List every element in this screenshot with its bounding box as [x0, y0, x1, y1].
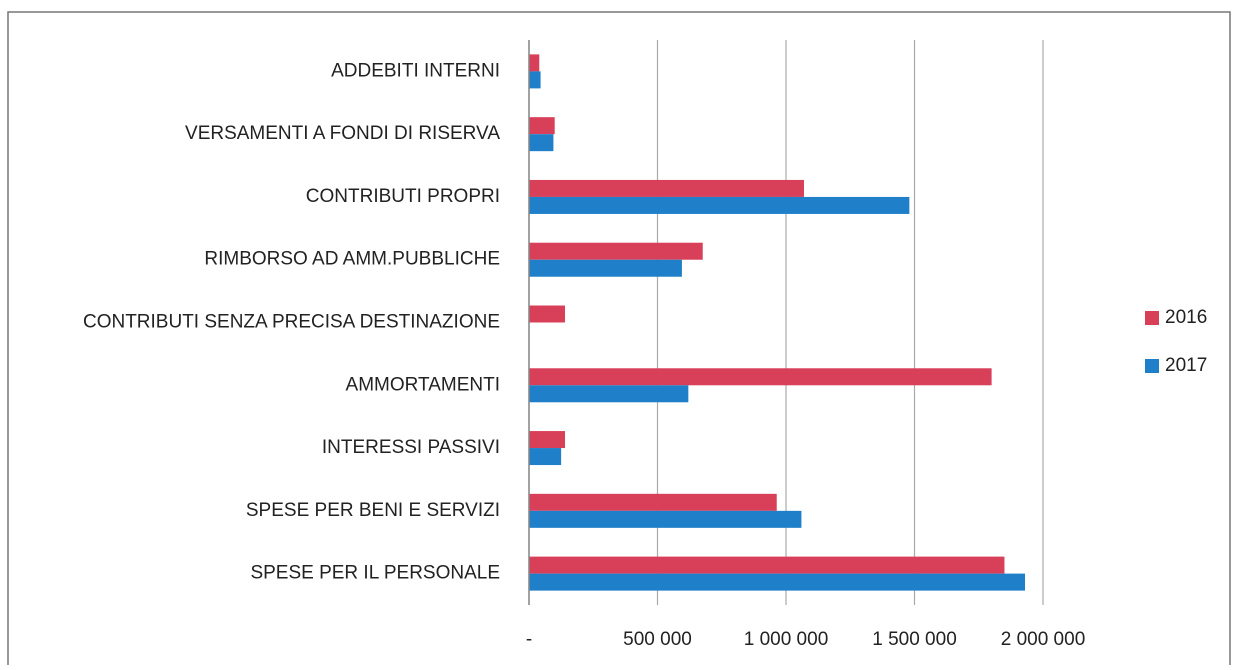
y-tick-label: ADDEBITI INTERNI [331, 60, 500, 81]
bar [529, 117, 555, 135]
bar [529, 305, 565, 323]
x-tick-label: 500 000 [623, 629, 692, 650]
bar [529, 448, 562, 466]
bar [529, 134, 554, 152]
y-tick-label: RIMBORSO AD AMM.PUBBLICHE [204, 249, 500, 270]
legend-swatch [1145, 311, 1159, 325]
bar [529, 54, 540, 72]
bar [529, 573, 1026, 591]
bar [529, 385, 689, 403]
bar [529, 510, 802, 528]
bar [529, 556, 1005, 574]
legend-label: 2016 [1165, 307, 1207, 328]
y-tick-label: AMMORTAMENTI [346, 374, 500, 395]
bar [529, 196, 910, 214]
bar [529, 242, 703, 260]
bar [529, 431, 565, 449]
legend-swatch [1145, 359, 1159, 373]
legend-label: 2017 [1165, 355, 1207, 376]
bar [529, 368, 992, 386]
x-tick-label: 1 500 000 [872, 629, 957, 650]
bar [529, 179, 804, 197]
y-tick-label: CONTRIBUTI PROPRI [306, 186, 500, 207]
bar [529, 71, 541, 89]
y-tick-label: CONTRIBUTI SENZA PRECISA DESTINAZIONE [83, 312, 500, 333]
y-tick-label: VERSAMENTI A FONDI DI RISERVA [185, 123, 500, 144]
chart-frame [7, 11, 1231, 670]
y-tick-label: SPESE PER BENI E SERVIZI [246, 500, 500, 521]
bar [529, 493, 777, 511]
x-tick-label: - [526, 629, 532, 650]
x-tick-label: 2 000 000 [1001, 629, 1086, 650]
y-tick-label: INTERESSI PASSIVI [322, 437, 500, 458]
bar [529, 259, 682, 277]
y-tick-label: SPESE PER IL PERSONALE [250, 563, 500, 584]
x-tick-label: 1 000 000 [744, 629, 829, 650]
